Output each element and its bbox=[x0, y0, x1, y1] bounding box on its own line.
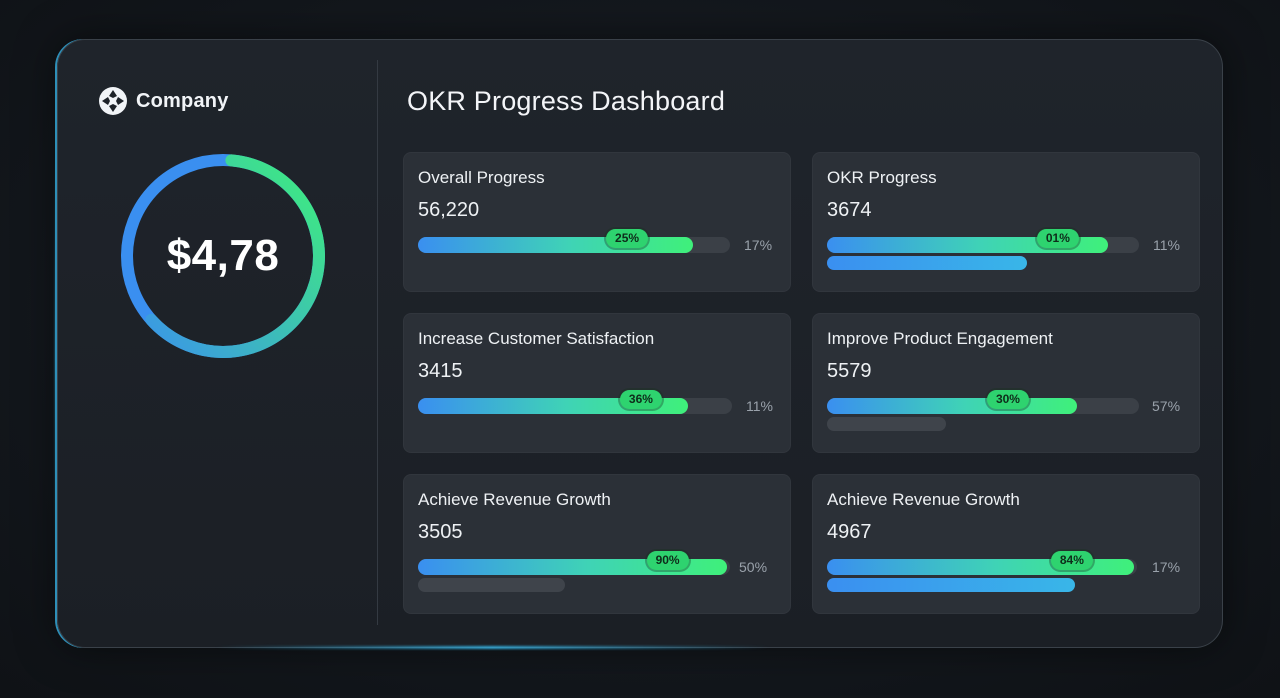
progress-badge: 25% bbox=[606, 229, 649, 248]
secondary-progress-bar bbox=[418, 578, 565, 592]
progress-track: 25% bbox=[418, 229, 730, 253]
okr-card-value: 5579 bbox=[827, 360, 872, 382]
progress-badge: 30% bbox=[986, 390, 1029, 409]
summary-ring: $4,78 bbox=[117, 150, 329, 362]
company-logo-icon bbox=[99, 87, 127, 115]
secondary-progress-bar bbox=[827, 417, 946, 431]
progress-track: 84% bbox=[827, 551, 1137, 575]
frame-glow-bottom bbox=[215, 646, 770, 649]
progress-track: 01% bbox=[827, 229, 1139, 253]
summary-ring-chart bbox=[121, 154, 325, 358]
progress-side-percent: 50% bbox=[739, 559, 768, 575]
progress-side-percent: 11% bbox=[746, 398, 773, 414]
page-title: OKR Progress Dashboard bbox=[407, 86, 726, 116]
okr-card-title: OKR Progress bbox=[827, 168, 937, 187]
okr-card-title: Achieve Revenue Growth bbox=[827, 490, 1020, 509]
okr-card[interactable]: Overall Progress 56,220 25% 17% bbox=[403, 152, 791, 292]
brand-name: Company bbox=[136, 89, 229, 112]
okr-card-value: 56,220 bbox=[418, 199, 480, 221]
summary-value: $4,78 bbox=[166, 231, 280, 280]
okr-card-value: 3505 bbox=[418, 521, 463, 543]
progress-track: 36% bbox=[418, 390, 732, 414]
progress-badge: 01% bbox=[1036, 229, 1079, 248]
progress-fill bbox=[827, 398, 1077, 414]
secondary-progress-bar bbox=[827, 256, 1027, 270]
progress-badge: 84% bbox=[1050, 551, 1093, 570]
secondary-progress-bar bbox=[827, 578, 1075, 592]
progress-side-percent: 57% bbox=[1152, 398, 1181, 414]
progress-side-percent: 17% bbox=[1152, 559, 1181, 575]
progress-track: 30% bbox=[827, 390, 1139, 414]
sidebar-divider bbox=[377, 60, 378, 625]
ring-progress-arc bbox=[121, 154, 325, 358]
progress-track: 90% bbox=[418, 551, 730, 575]
progress-fill bbox=[418, 237, 693, 253]
okr-card-title: Overall Progress bbox=[418, 168, 545, 187]
okr-card[interactable]: Achieve Revenue Growth 3505 90% 50% bbox=[403, 474, 791, 614]
okr-card[interactable]: Increase Customer Satisfaction 3415 36% 11% bbox=[403, 313, 791, 453]
frame-glow-left bbox=[55, 150, 58, 570]
okr-card[interactable]: Achieve Revenue Growth 4967 84% 17% bbox=[812, 474, 1200, 614]
okr-card-title: Improve Product Engagement bbox=[827, 329, 1053, 348]
okr-card-value: 3674 bbox=[827, 199, 872, 221]
okr-card-value: 4967 bbox=[827, 521, 872, 543]
progress-badge: 90% bbox=[646, 551, 689, 570]
okr-card[interactable]: OKR Progress 3674 01% 11% bbox=[812, 152, 1200, 292]
sidebar: Company $4,78 bbox=[58, 40, 378, 647]
brand[interactable]: Company bbox=[98, 86, 229, 116]
okr-card[interactable]: Improve Product Engagement 5579 30% 57% bbox=[812, 313, 1200, 453]
progress-side-percent: 17% bbox=[744, 237, 773, 253]
okr-card-title: Increase Customer Satisfaction bbox=[418, 329, 655, 348]
okr-card-value: 3415 bbox=[418, 360, 463, 382]
progress-badge: 36% bbox=[619, 390, 662, 409]
progress-side-percent: 11% bbox=[1153, 237, 1180, 253]
okr-card-title: Achieve Revenue Growth bbox=[418, 490, 611, 509]
